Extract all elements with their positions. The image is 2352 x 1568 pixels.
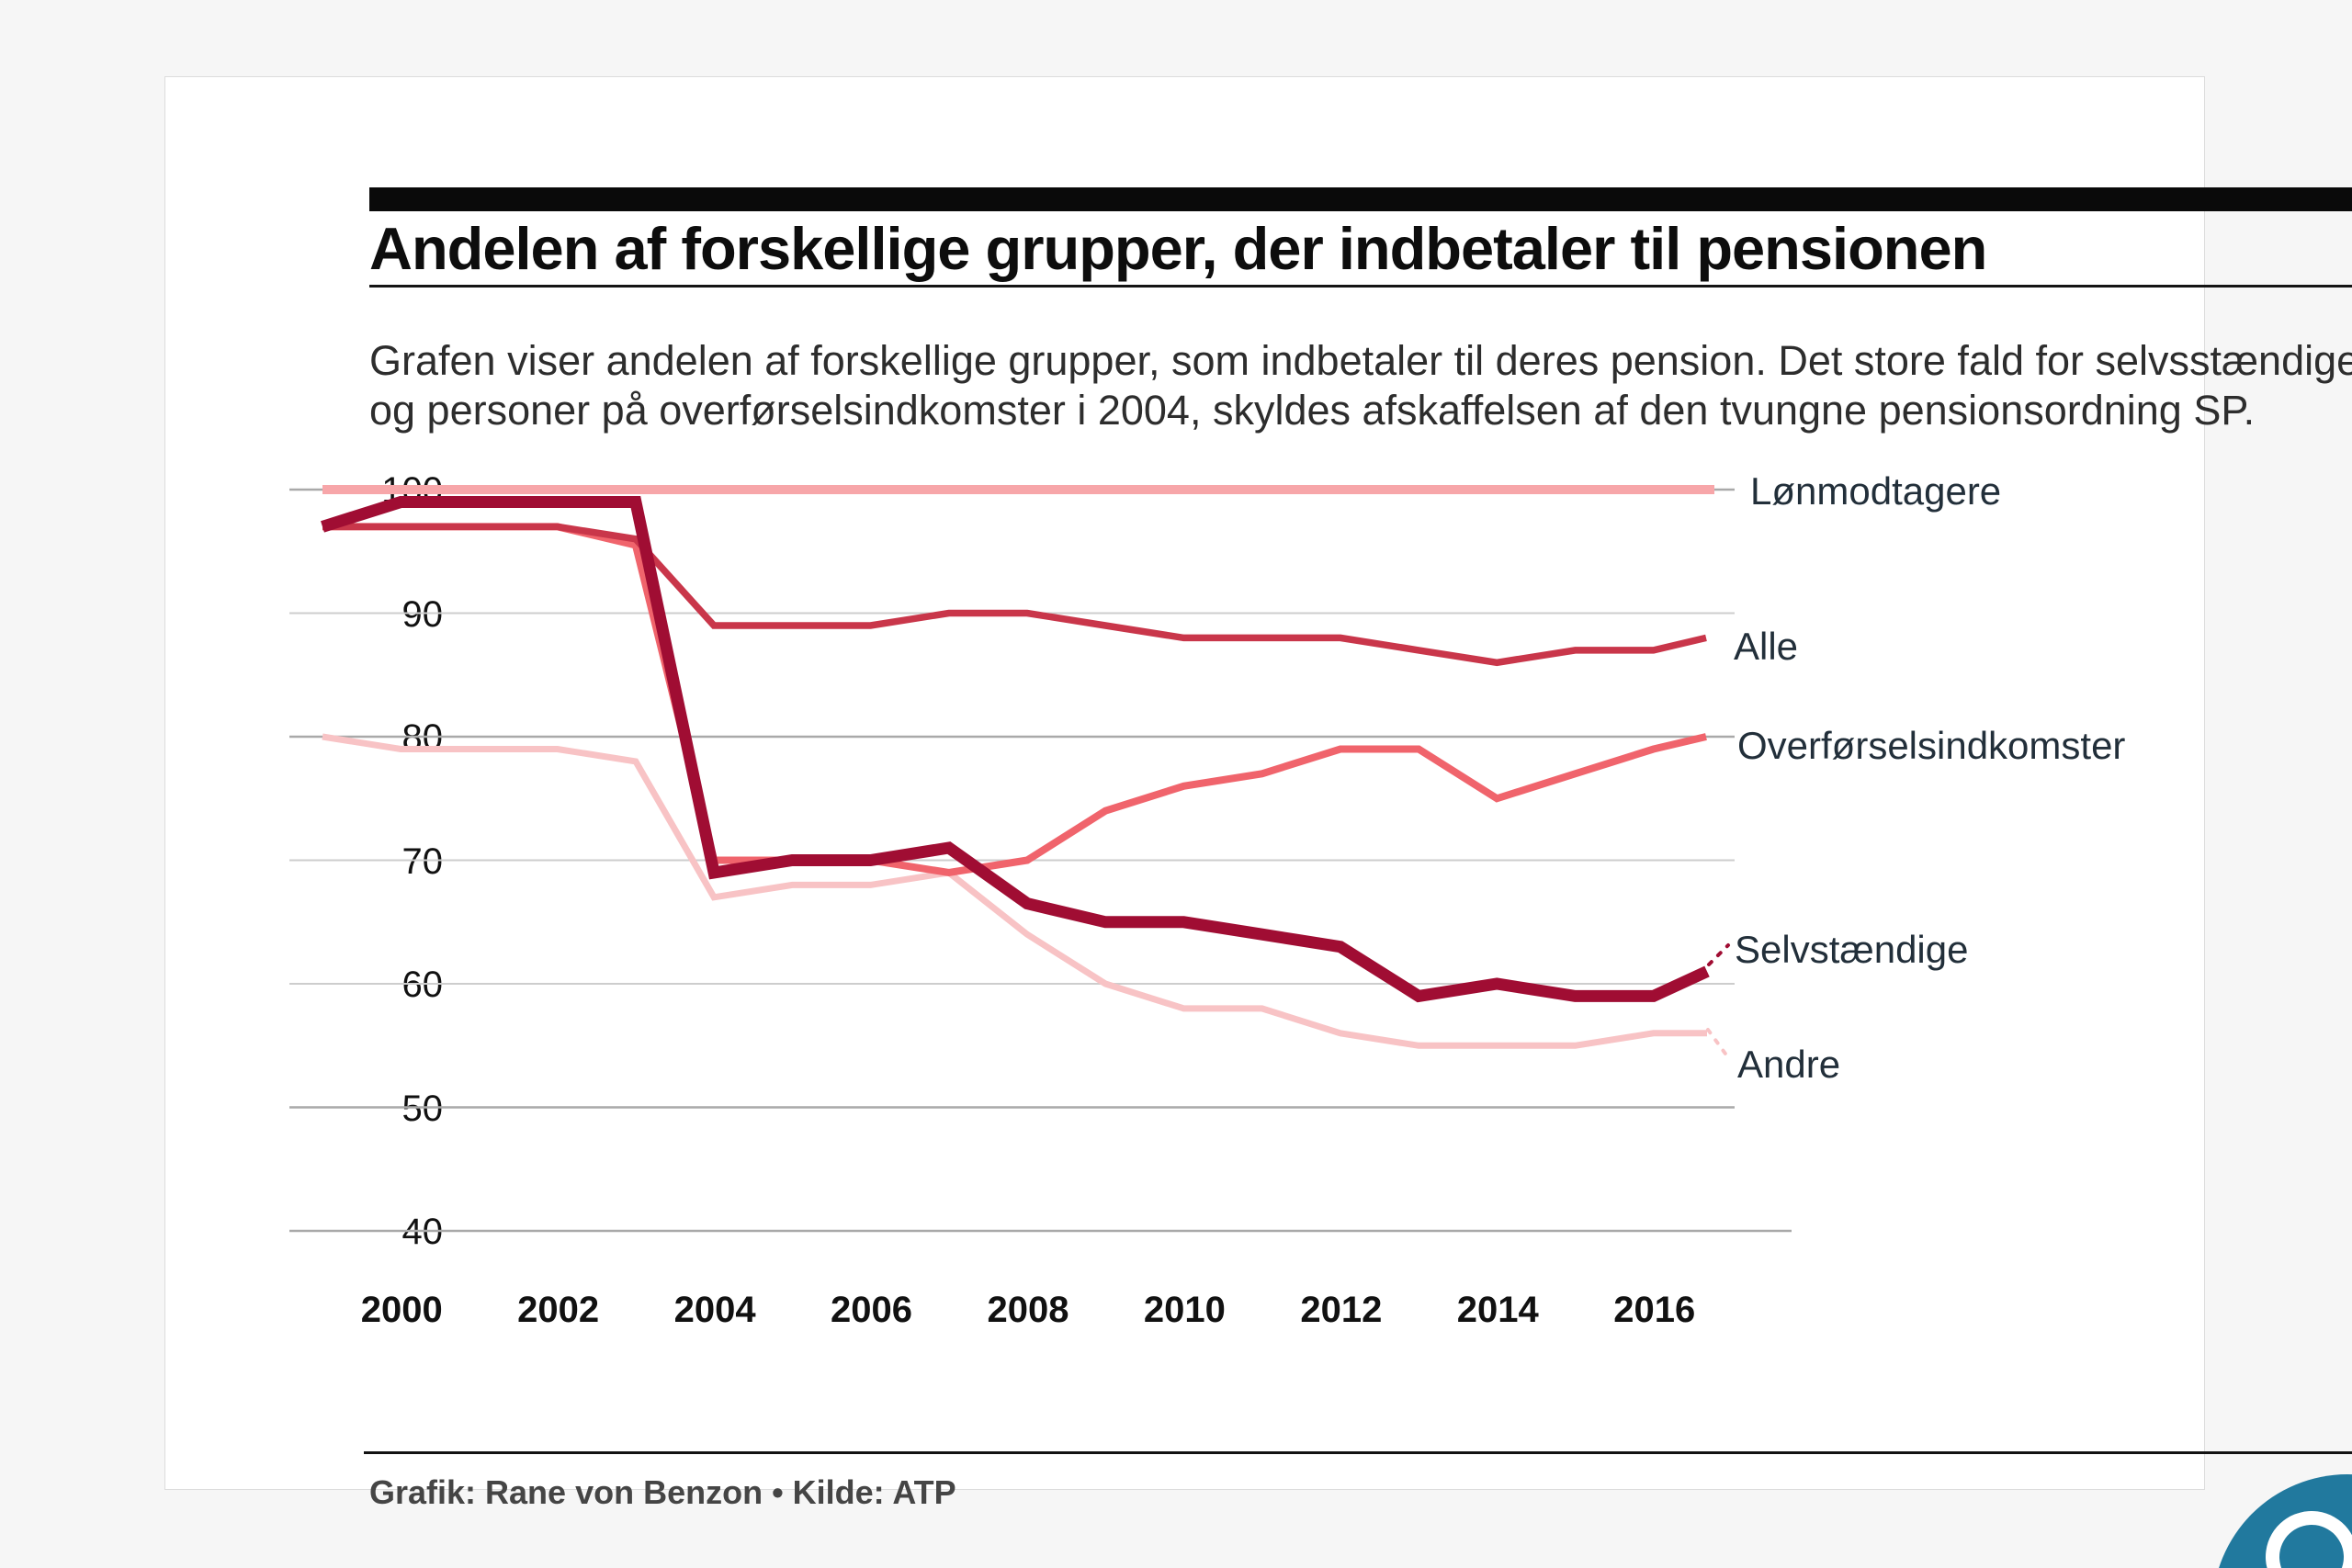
x-tick-label: 2006 <box>831 1290 913 1330</box>
title-top-bar <box>369 187 2352 211</box>
y-tick-label: 100 <box>381 470 443 511</box>
footer-divider <box>364 1451 2352 1454</box>
x-tick-label: 2016 <box>1613 1290 1696 1330</box>
x-tick-label: 2012 <box>1300 1290 1383 1330</box>
chart-description: Grafen viser andelen af forskellige grup… <box>369 337 2352 434</box>
y-tick-label: 70 <box>401 840 444 882</box>
y-tick-label: 40 <box>401 1212 444 1252</box>
y-tick-label: 50 <box>401 1088 444 1129</box>
x-tick-label: 2002 <box>517 1290 600 1330</box>
legend-label-Andre: Andre <box>1737 1043 1841 1086</box>
legend-label-Lønmodtagere: Lønmodtagere <box>1750 469 2002 513</box>
help-bubble-button[interactable] <box>2212 1474 2352 1568</box>
page-title: Andelen af forskellige grupper, der indb… <box>369 215 1987 282</box>
y-tick-label: 90 <box>401 593 444 635</box>
legend-label-Selvstændige: Selvstændige <box>1735 928 1969 971</box>
x-tick-label: 2004 <box>673 1290 756 1330</box>
x-tick-label: 2000 <box>360 1290 443 1330</box>
credit-line: Grafik: Rane von Benzon • Kilde: ATP <box>369 1473 956 1511</box>
chart-card: Andelen af forskellige grupper, der indb… <box>164 76 2352 1511</box>
x-tick-label: 2008 <box>987 1290 1069 1330</box>
title-divider <box>369 285 2352 288</box>
x-tick-label: 2010 <box>1143 1290 1226 1330</box>
y-tick-label: 80 <box>401 717 444 758</box>
y-tick-label: 60 <box>401 964 444 1005</box>
legend-label-Alle: Alle <box>1734 625 1799 668</box>
legend-label-Overførselsindkomster: Overførselsindkomster <box>1737 724 2126 767</box>
x-tick-label: 2014 <box>1456 1290 1539 1330</box>
question-mark-icon <box>2255 1500 2352 1568</box>
